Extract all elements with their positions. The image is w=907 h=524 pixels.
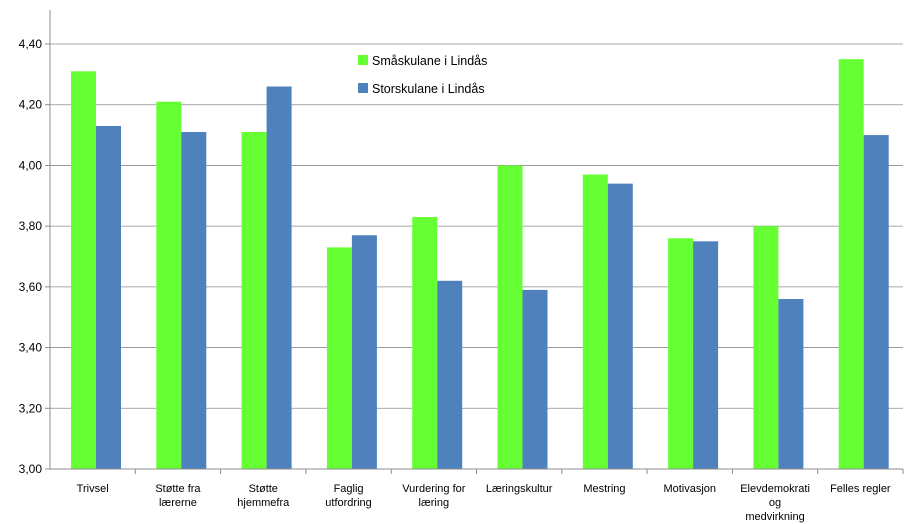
x-category-label: Læringskultur [486, 483, 553, 495]
y-tick-label: 3,00 [19, 462, 43, 476]
x-category-label: og [769, 497, 781, 509]
legend-swatch [358, 83, 368, 93]
bar-smaskulane [497, 165, 523, 469]
bar-smaskulane [71, 71, 96, 470]
x-category-label: Mestring [583, 483, 625, 495]
x-category-label: Vurdering for [402, 483, 466, 495]
bar-storskulane [693, 241, 719, 469]
bar-storskulane [96, 125, 121, 469]
x-category-label: Motivasjon [663, 483, 716, 495]
bar-storskulane [522, 289, 548, 469]
bar-storskulane [351, 235, 377, 469]
bar-smaskulane [241, 132, 267, 470]
legend-label: Storskulane i Lindås [372, 82, 485, 96]
y-tick-label: 4,40 [19, 37, 43, 51]
legend: Småskulane i Lindås Storskulane i Lindås [358, 54, 487, 96]
bar-smaskulane [582, 174, 608, 470]
x-category-label: Elevdemokrati [740, 483, 810, 495]
x-category-label: Felles regler [830, 483, 891, 495]
x-category-label: læring [419, 497, 450, 509]
bar-storskulane [266, 86, 292, 469]
y-tick-label: 3,80 [19, 219, 43, 233]
y-tick-label: 4,00 [19, 158, 43, 172]
bar-smaskulane [412, 217, 438, 469]
y-tick-label: 3,40 [19, 341, 43, 355]
legend-swatch [358, 55, 368, 65]
bar-smaskulane [753, 226, 779, 469]
bar-storskulane [437, 280, 463, 469]
bar-storskulane [863, 135, 889, 470]
x-category-label: hjemmefra [237, 497, 290, 509]
x-category-label: Faglig [334, 483, 364, 495]
bar-smaskulane [156, 101, 182, 469]
bar-smaskulane [326, 247, 352, 469]
bar-smaskulane [838, 59, 864, 470]
x-category-label: Støtte [249, 483, 278, 495]
y-axis-tick-labels: 3,00 3,20 3,40 3,60 3,80 4,00 4,20 4,40 [19, 37, 50, 476]
y-tick-label: 3,60 [19, 280, 43, 294]
x-category-label: Trivsel [77, 483, 109, 495]
x-category-label: Støtte fra [155, 483, 201, 495]
x-category-label: lærerne [159, 497, 197, 509]
bars [71, 59, 889, 470]
bar-storskulane [607, 183, 633, 469]
y-tick-label: 3,20 [19, 401, 43, 415]
bar-storskulane [181, 132, 207, 470]
axes [49, 10, 904, 474]
x-category-label: medvirkning [745, 511, 804, 523]
y-tick-label: 4,20 [19, 98, 43, 112]
bar-smaskulane [668, 238, 694, 469]
bar-storskulane [778, 299, 804, 469]
legend-label: Småskulane i Lindås [372, 54, 487, 68]
x-axis-category-labels: Trivsel Støtte fra lærerne Støtte hjemmefra F… [77, 483, 891, 523]
x-category-label: utfordring [325, 497, 371, 509]
